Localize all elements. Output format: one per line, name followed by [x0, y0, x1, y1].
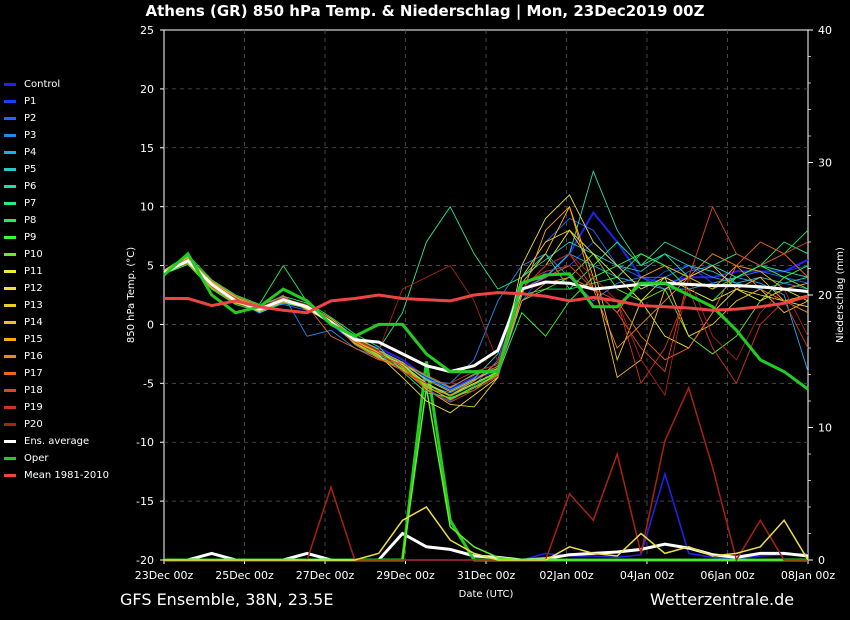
legend-swatch: [4, 151, 16, 154]
model-location-caption: GFS Ensemble, 38N, 23.5E: [120, 590, 334, 609]
legend-label: P10: [24, 249, 43, 260]
legend-swatch: [4, 83, 16, 86]
legend-label: P2: [24, 113, 37, 124]
y-tick-label: -10: [136, 436, 154, 449]
legend-label: P20: [24, 419, 43, 430]
y-tick-label: 5: [147, 260, 154, 273]
y2-tick-label: 20: [818, 289, 832, 302]
legend-label: P11: [24, 266, 43, 277]
y2-tick-label: 0: [818, 554, 825, 567]
legend-label: Mean 1981-2010: [24, 470, 109, 481]
legend-label: P18: [24, 385, 43, 396]
legend-label: P15: [24, 334, 43, 345]
y-tick-label: 20: [140, 83, 154, 96]
legend-label: P12: [24, 283, 43, 294]
site-credit: Wetterzentrale.de: [650, 590, 795, 609]
x-tick-label: 29Dec 00z: [376, 569, 435, 582]
series-line: [163, 251, 809, 391]
y2-tick-label: 40: [818, 24, 832, 37]
x-tick-label: 27Dec 00z: [296, 569, 355, 582]
y-tick-label: 10: [140, 201, 154, 214]
chart-title: Athens (GR) 850 hPa Temp. & Niederschlag…: [145, 2, 705, 20]
x-tick-label: 08Jan 00z: [781, 569, 835, 582]
series-line: [163, 253, 809, 397]
x-tick-label: 06Jan 00z: [700, 569, 754, 582]
y-tick-label: -5: [143, 377, 154, 390]
legend-swatch: [4, 253, 16, 256]
legend-swatch: [4, 236, 16, 239]
legend-label: P9: [24, 232, 37, 243]
legend-swatch: [4, 304, 16, 307]
legend-label: P3: [24, 130, 37, 141]
legend-swatch: [4, 355, 16, 358]
legend-label: P13: [24, 300, 43, 311]
legend-label: P5: [24, 164, 37, 175]
x-tick-label: 23Dec 00z: [135, 569, 194, 582]
series-line: [164, 291, 809, 315]
x-axis-label: Date (UTC): [459, 589, 514, 600]
y2-tick-label: 10: [818, 422, 832, 435]
legend-swatch: [4, 338, 16, 341]
y-axis-label: 850 hPa Temp. (°C): [126, 247, 137, 343]
legend-swatch: [4, 202, 16, 205]
x-tick-label: 02Jan 00z: [539, 569, 593, 582]
precip-line: [164, 506, 809, 561]
legend-label: P4: [24, 147, 37, 158]
y-tick-label: -20: [136, 554, 154, 567]
legend-label: Oper: [24, 453, 49, 464]
legend-swatch: [4, 219, 16, 222]
legend-swatch: [4, 287, 16, 290]
legend-label: P17: [24, 368, 43, 379]
legend-label: P7: [24, 198, 37, 209]
y2-tick-label: 30: [818, 157, 832, 170]
legend-swatch: [4, 168, 16, 171]
legend-label: P1: [24, 96, 37, 107]
legend-swatch: [4, 372, 16, 375]
series-line: [163, 258, 809, 374]
y-tick-label: 25: [140, 24, 154, 37]
legend-swatch: [4, 474, 16, 477]
legend-label: P16: [24, 351, 43, 362]
legend-swatch: [4, 457, 16, 460]
y-tick-label: 0: [147, 318, 154, 331]
legend-label: P8: [24, 215, 37, 226]
legend-swatch: [4, 185, 16, 188]
legend-swatch: [4, 440, 16, 443]
legend-label: P19: [24, 402, 43, 413]
y-tick-label: -15: [136, 495, 154, 508]
legend-label: P14: [24, 317, 43, 328]
legend-swatch: [4, 406, 16, 409]
legend-label: P6: [24, 181, 37, 192]
legend-label: Control: [24, 79, 61, 90]
legend-swatch: [4, 423, 16, 426]
legend-swatch: [4, 100, 16, 103]
legend-swatch: [4, 270, 16, 273]
legend-swatch: [4, 389, 16, 392]
x-tick-label: 25Dec 00z: [215, 569, 274, 582]
legend-label: Ens. average: [24, 436, 90, 447]
x-tick-label: 04Jan 00z: [620, 569, 674, 582]
legend-swatch: [4, 117, 16, 120]
y-tick-label: 15: [140, 142, 154, 155]
legend-swatch: [4, 134, 16, 137]
legend-swatch: [4, 321, 16, 324]
y2-axis-label: Niederschlag (mm): [835, 247, 846, 343]
x-tick-label: 31Dec 00z: [457, 569, 516, 582]
